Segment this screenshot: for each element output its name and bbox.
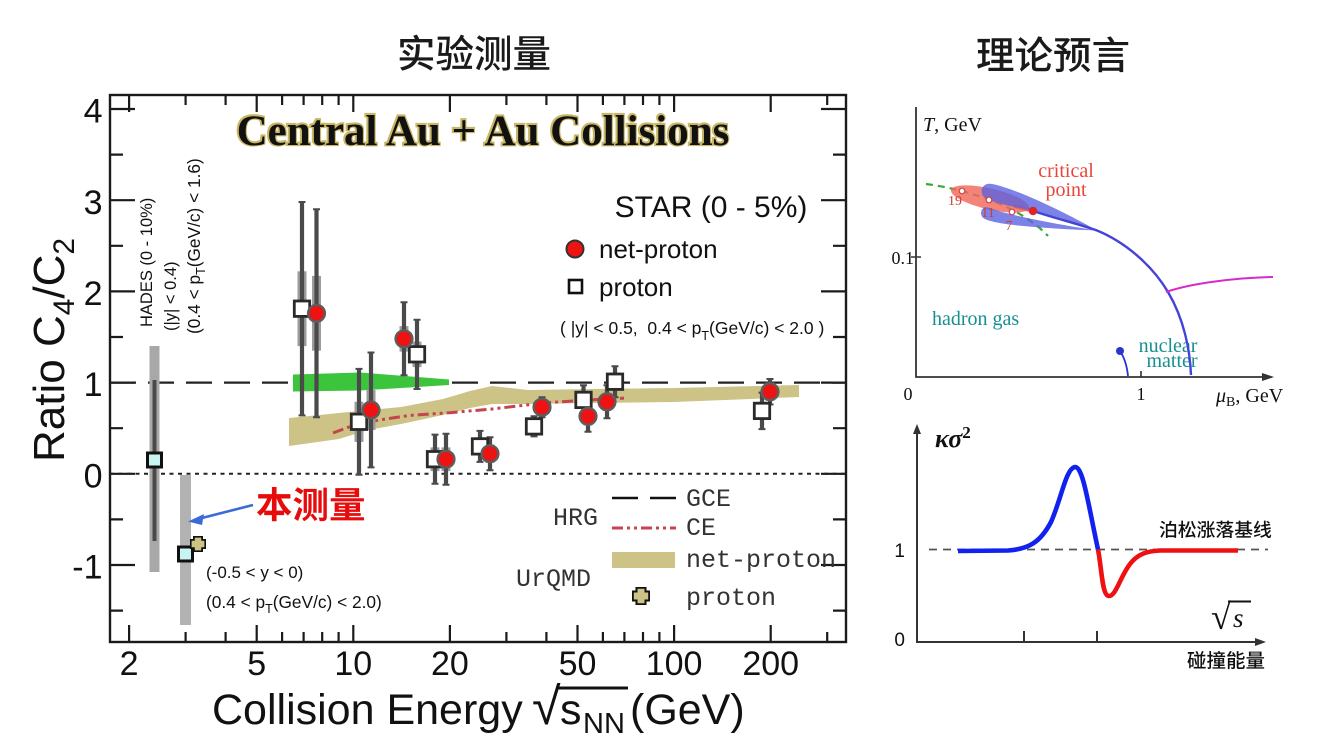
svg-text:10: 10 (334, 645, 372, 683)
svg-text:3: 3 (84, 184, 103, 222)
svg-text:5: 5 (247, 645, 266, 683)
svg-text:√: √ (1211, 597, 1231, 637)
svg-text:net-proton: net-proton (686, 546, 836, 575)
svg-text:0: 0 (84, 457, 103, 495)
svg-text:HADES (0 - 10%): HADES (0 - 10%) (138, 198, 156, 327)
svg-text:200: 200 (742, 645, 799, 683)
svg-text:proton: proton (599, 272, 673, 302)
svg-text:2: 2 (84, 275, 103, 313)
svg-text:GCE: GCE (686, 485, 731, 514)
svg-text:T, GeV: T, GeV (923, 114, 982, 136)
svg-text:s: s (560, 686, 582, 734)
svg-text:0: 0 (904, 384, 913, 404)
svg-text:1: 1 (1137, 384, 1146, 404)
svg-text:net-proton: net-proton (599, 234, 718, 264)
svg-text:(-0.5 < y < 0): (-0.5 < y < 0) (206, 563, 303, 582)
svg-text:HRG: HRG (553, 504, 598, 533)
svg-text:s: s (1233, 603, 1244, 633)
svg-text:STAR (0 - 5%): STAR (0 - 5%) (615, 191, 808, 224)
svg-text:critical: critical (1038, 160, 1094, 182)
svg-text:0.1: 0.1 (892, 248, 915, 268)
svg-text:0: 0 (894, 630, 905, 651)
svg-text:Collision Energy: Collision Energy (212, 686, 523, 734)
svg-text:Ratio C4/C2: Ratio C4/C2 (25, 238, 81, 462)
svg-text:proton: proton (686, 584, 776, 613)
svg-text:2: 2 (120, 645, 139, 683)
svg-text:UrQMD: UrQMD (516, 565, 591, 594)
svg-text:100: 100 (646, 645, 703, 683)
svg-text:1: 1 (894, 541, 905, 562)
svg-text:hadron gas: hadron gas (932, 308, 1019, 330)
svg-text:point: point (1045, 179, 1087, 201)
svg-text:μB, GeV: μB, GeV (1215, 385, 1284, 410)
svg-text:Central Au + Au Collisions: Central Au + Au Collisions (236, 108, 729, 155)
svg-text:4: 4 (84, 93, 103, 131)
svg-text:19: 19 (948, 194, 962, 209)
svg-text:matter: matter (1146, 350, 1197, 372)
svg-text:CE: CE (686, 514, 716, 543)
svg-text:Central Au + Au Collisions: Central Au + Au Collisions (237, 108, 730, 155)
svg-text:-1: -1 (72, 549, 102, 587)
svg-text:7: 7 (1006, 219, 1013, 234)
svg-text:1: 1 (84, 366, 103, 404)
svg-text:50: 50 (559, 645, 597, 683)
svg-text:(GeV): (GeV) (630, 686, 745, 734)
svg-text:nuclear: nuclear (1139, 335, 1198, 357)
svg-text:(|y| < 0.4): (|y| < 0.4) (162, 261, 180, 331)
svg-text:NN: NN (583, 708, 625, 740)
svg-text:20: 20 (431, 645, 469, 683)
svg-text:11: 11 (981, 206, 994, 221)
